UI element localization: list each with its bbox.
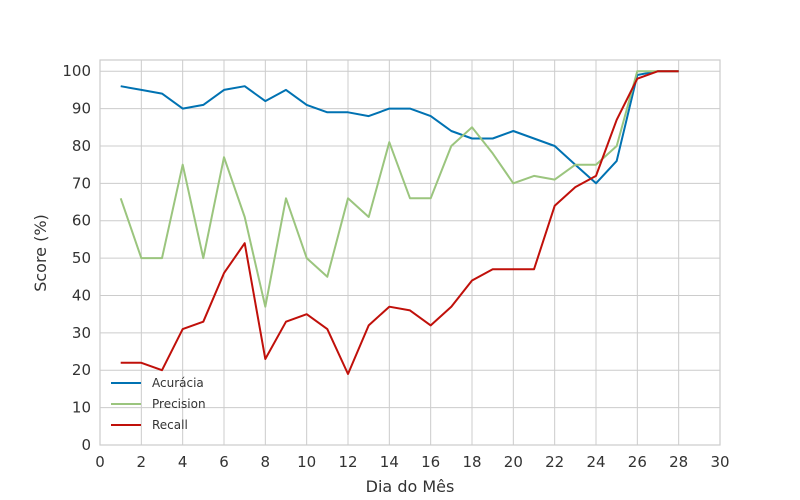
- y-tick-label: 0: [81, 436, 91, 454]
- grid: [99, 60, 721, 446]
- x-tick-label: 30: [710, 453, 729, 471]
- x-tick-labels: 0 2 4 6 8 10 12 14 16 18 20 22 24 26 28 30: [95, 453, 729, 471]
- y-tick-label: 40: [72, 286, 91, 304]
- x-tick-label: 18: [462, 453, 481, 471]
- x-tick-label: 26: [628, 453, 647, 471]
- series-lines: [119, 70, 679, 375]
- x-tick-label: 22: [545, 453, 564, 471]
- x-axis-label: Dia do Mês: [366, 477, 455, 496]
- x-tick-label: 4: [178, 453, 188, 471]
- x-tick-label: 12: [338, 453, 357, 471]
- series-line-acur-cia: [120, 70, 679, 185]
- x-tick-label: 16: [421, 453, 440, 471]
- x-tick-label: 0: [95, 453, 105, 471]
- x-tick-label: 6: [219, 453, 229, 471]
- x-tick-label: 10: [297, 453, 316, 471]
- x-tick-label: 24: [586, 453, 605, 471]
- legend-label: Precision: [152, 397, 206, 411]
- x-tick-label: 14: [380, 453, 399, 471]
- y-tick-label: 80: [72, 137, 91, 155]
- legend: Acurácia Precision Recall: [111, 376, 206, 432]
- y-tick-label: 50: [72, 249, 91, 267]
- y-tick-label: 30: [72, 324, 91, 342]
- y-tick-labels: 0 10 20 30 40 50 60 70 80 90 100: [62, 62, 91, 454]
- x-tick-label: 2: [137, 453, 147, 471]
- x-tick-label: 20: [504, 453, 523, 471]
- y-tick-label: 60: [72, 212, 91, 230]
- y-tick-label: 20: [72, 361, 91, 379]
- y-tick-label: 100: [62, 62, 91, 80]
- legend-label: Acurácia: [152, 376, 204, 390]
- y-tick-label: 90: [72, 100, 91, 118]
- legend-label: Recall: [152, 418, 188, 432]
- y-axis-label: Score (%): [31, 214, 50, 292]
- x-tick-label: 8: [261, 453, 271, 471]
- y-tick-label: 70: [72, 174, 91, 192]
- plot-frame: [99, 59, 721, 446]
- x-tick-label: 28: [669, 453, 688, 471]
- series-line-recall: [120, 70, 679, 375]
- series-line-precision: [119, 70, 679, 308]
- y-tick-label: 10: [72, 399, 91, 417]
